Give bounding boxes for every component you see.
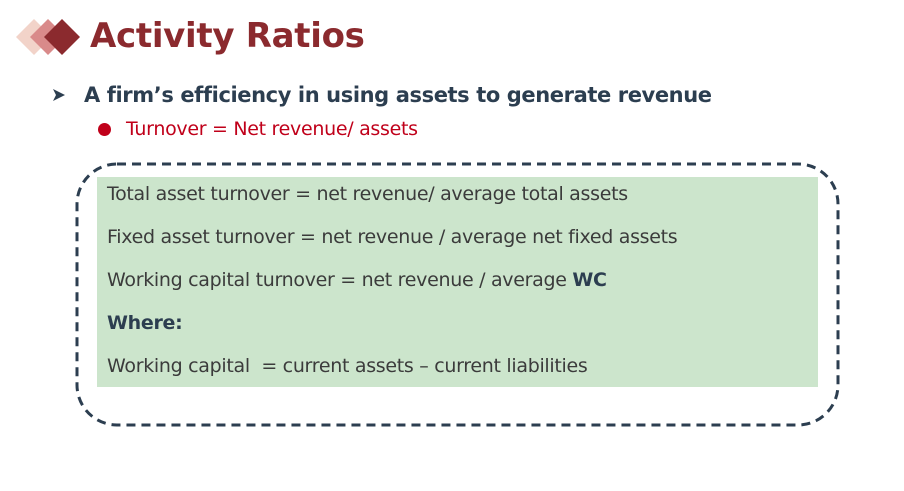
formula-working-capital-turnover-prefix: Working capital turnover = net revenue /… bbox=[107, 269, 573, 291]
filled-circle-icon bbox=[98, 122, 111, 136]
slide-title: Activity Ratios bbox=[90, 16, 365, 56]
formula-working-capital-turnover: Working capital turnover = net revenue /… bbox=[107, 269, 607, 291]
formula-total-asset-turnover: Total asset turnover = net revenue/ aver… bbox=[107, 183, 628, 205]
sub-bullet: Turnover = Net revenue/ assets bbox=[98, 118, 418, 140]
arrowhead-icon bbox=[53, 89, 65, 101]
formula-fixed-asset-turnover: Fixed asset turnover = net revenue / ave… bbox=[107, 226, 678, 248]
formula-wc-abbrev: WC bbox=[572, 269, 607, 291]
main-bullet: A firm’s efficiency in using assets to g… bbox=[52, 83, 712, 107]
working-capital-definition: Working capital = current assets – curre… bbox=[107, 355, 588, 377]
where-label: Where: bbox=[107, 312, 183, 334]
sub-bullet-text: Turnover = Net revenue/ assets bbox=[126, 118, 418, 140]
formula-panel bbox=[97, 177, 818, 387]
stacked-diamonds-icon bbox=[16, 19, 80, 55]
dashed-frame bbox=[75, 162, 840, 427]
main-bullet-text: A firm’s efficiency in using assets to g… bbox=[84, 83, 712, 107]
